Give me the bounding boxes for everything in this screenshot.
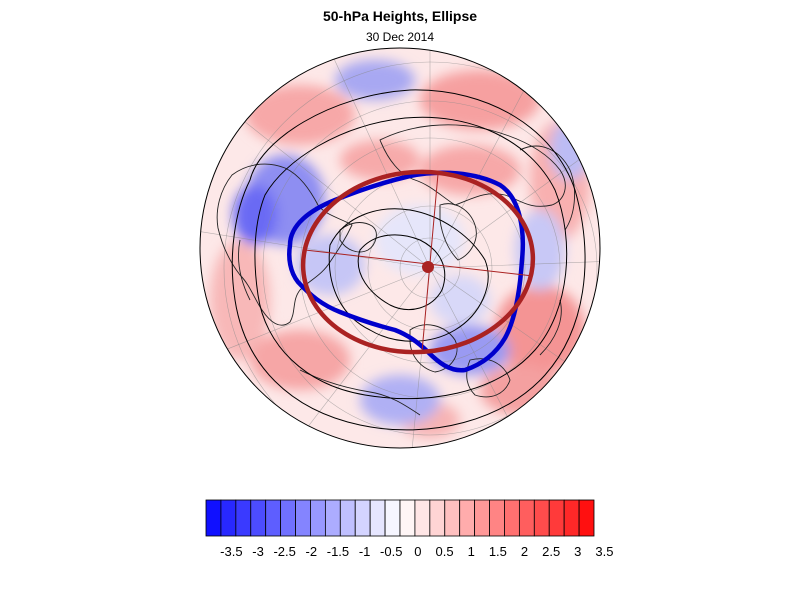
colorbar-labels: -3.5 -3 -2.5 -2 -1.5 -1 -0.5 0 0.5 1 1.5 2 2.5 3 3.5 <box>220 544 613 559</box>
colorbar-box <box>459 499 476 537</box>
colorbar-box <box>518 499 535 537</box>
colorbar-tick-label: 0 <box>414 544 421 559</box>
colorbar-tick-label: 2 <box>521 544 528 559</box>
colorbar-box <box>533 499 550 537</box>
height-contours <box>231 89 586 431</box>
colorbar-box <box>220 499 237 537</box>
colorbar-tick-label: -2.5 <box>273 544 295 559</box>
colorbar-box <box>578 499 595 537</box>
colorbar-box <box>339 499 356 537</box>
colorbar-boxes <box>205 499 595 537</box>
colorbar-box <box>310 499 326 537</box>
colorbar-tick-label: 1.5 <box>489 544 507 559</box>
fitted-ellipse <box>300 169 536 355</box>
colorbar-box <box>324 499 341 537</box>
colorbar-box <box>563 499 580 537</box>
colorbar-tick-label: -0.5 <box>380 544 402 559</box>
colorbar-tick-label: -3.5 <box>220 544 242 559</box>
vortex-edge-contour <box>287 170 526 373</box>
colorbar-tick-label: -2 <box>306 544 318 559</box>
colorbar-box <box>474 499 490 537</box>
colorbar-box <box>354 499 371 537</box>
colorbar-tick-label: -1.5 <box>327 544 349 559</box>
colorbar-box <box>548 499 565 537</box>
colorbar-box <box>235 499 252 537</box>
map-title: 50-hPa Heights, Ellipse <box>322 8 478 24</box>
colorbar-tick-label: 3 <box>574 544 581 559</box>
colorbar-tick-label: 3.5 <box>595 544 613 559</box>
globe-outline <box>199 47 601 449</box>
colorbar-box <box>250 499 267 537</box>
ellipse-center-marker <box>422 261 434 273</box>
colorbar-tick-label: 0.5 <box>436 544 454 559</box>
map-date: 30 Dec 2014 <box>365 30 435 44</box>
colorbar-box <box>444 499 461 537</box>
colorbar-box <box>489 499 505 537</box>
colorbar-box <box>205 499 222 537</box>
colorbar-box <box>369 499 386 537</box>
colorbar-box <box>504 499 520 537</box>
colorbar-box <box>295 499 311 537</box>
colorbar-tick-label: 2.5 <box>542 544 560 559</box>
colorbar-box <box>280 499 296 537</box>
colorbar-box <box>414 499 431 537</box>
colorbar-box <box>429 499 446 537</box>
colorbar-tick-label: -1 <box>359 544 371 559</box>
colorbar-box <box>399 499 416 537</box>
anomaly-field <box>200 48 600 448</box>
colorbar-tick-label: -3 <box>252 544 264 559</box>
colorbar-box <box>384 499 401 537</box>
colorbar-tick-label: 1 <box>468 544 475 559</box>
colorbar-box <box>265 499 282 537</box>
